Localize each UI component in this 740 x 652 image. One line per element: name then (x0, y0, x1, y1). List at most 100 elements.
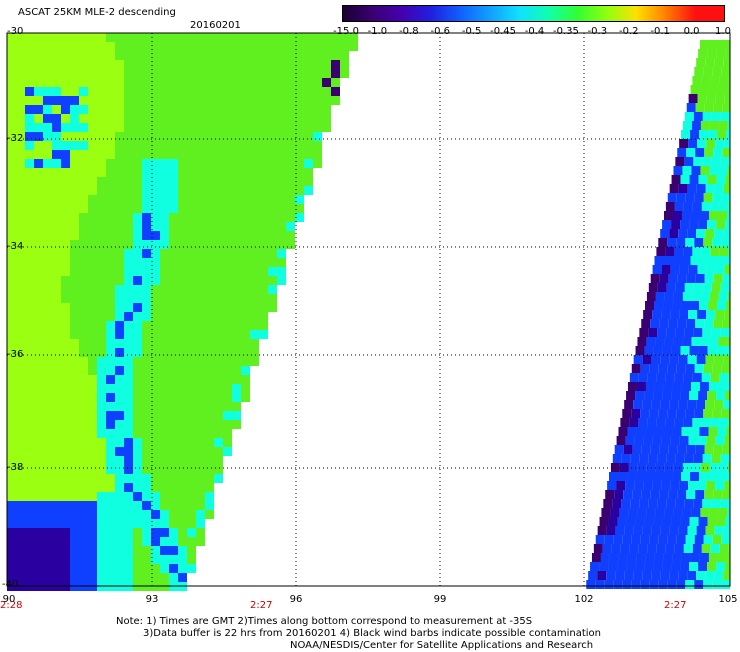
swath-cell (88, 249, 97, 258)
swath-cell (61, 528, 70, 537)
swath-cell (106, 429, 115, 438)
swath-cell (205, 411, 214, 420)
swath-cell (693, 499, 702, 508)
swath-cell (214, 78, 223, 87)
swath-cell (34, 519, 43, 528)
swath-cell (205, 114, 214, 123)
swath-cell (709, 166, 718, 175)
swath-cell (232, 114, 241, 123)
swath-cell (160, 33, 169, 42)
swath-cell (187, 258, 196, 267)
swath-cell (187, 429, 196, 438)
swath-cell (646, 337, 655, 346)
swath-cell (714, 274, 723, 283)
swath-cell (322, 123, 331, 132)
swath-cell (241, 132, 250, 141)
swath-cell (70, 42, 79, 51)
swath-cell (268, 303, 277, 312)
swath-cell (665, 418, 674, 427)
swath-cell (241, 186, 250, 195)
swath-cell (259, 132, 268, 141)
swath-cell (627, 517, 636, 526)
swath-cell (79, 132, 88, 141)
swath-cell (61, 141, 70, 150)
swath-cell (214, 465, 223, 474)
swath-cell (88, 402, 97, 411)
swath-cell (610, 553, 619, 562)
swath-cell (52, 492, 61, 501)
swath-cell (70, 366, 79, 375)
swath-cell (727, 256, 730, 265)
lon-label: 93 (146, 594, 159, 605)
swath-cell (43, 465, 52, 474)
swath-cell (223, 411, 232, 420)
swath-cell (662, 220, 671, 229)
swath-cell (106, 141, 115, 150)
swath-cell (151, 51, 160, 60)
swath-cell (97, 294, 106, 303)
swath-cell (52, 168, 61, 177)
swath-cell (637, 553, 646, 562)
swath-cell (295, 123, 304, 132)
swath-cell (214, 60, 223, 69)
swath-cell (106, 258, 115, 267)
swath-cell (43, 501, 52, 510)
swath-cell (241, 42, 250, 51)
swath-cell (187, 114, 196, 123)
swath-cell (721, 67, 730, 76)
swath-cell (7, 393, 16, 402)
swath-cell (43, 321, 52, 330)
swath-cell (205, 186, 214, 195)
swath-cell (16, 177, 25, 186)
swath-cell (214, 393, 223, 402)
swath-cell (277, 96, 286, 105)
swath-cell (697, 139, 706, 148)
swath-cell (142, 222, 151, 231)
swath-cell (52, 393, 61, 402)
swath-cell (34, 474, 43, 483)
swath-cell (160, 150, 169, 159)
swath-cell (665, 292, 674, 301)
swath-cell (142, 312, 151, 321)
swath-cell (34, 78, 43, 87)
swath-cell (277, 177, 286, 186)
swath-cell (259, 294, 268, 303)
swath-cell (34, 447, 43, 456)
swath-cell (701, 418, 710, 427)
swath-cell (677, 319, 686, 328)
swath-cell (34, 96, 43, 105)
swath-cell (7, 87, 16, 96)
swath-cell (169, 60, 178, 69)
swath-cell (268, 78, 277, 87)
swath-cell (635, 436, 644, 445)
swath-cell (124, 573, 133, 582)
swath-cell (196, 33, 205, 42)
swath-cell (178, 555, 187, 564)
swath-cell (142, 195, 151, 204)
swath-cell (124, 78, 133, 87)
swath-cell (626, 436, 635, 445)
swath-cell (277, 150, 286, 159)
swath-cell (720, 544, 729, 553)
swath-cell (710, 292, 719, 301)
swath-cell (25, 456, 34, 465)
swath-cell (660, 400, 669, 409)
swath-cell (670, 310, 679, 319)
swath-cell (241, 258, 250, 267)
swath-cell (142, 420, 151, 429)
swath-cell (241, 195, 250, 204)
swath-cell (142, 393, 151, 402)
swath-cell (70, 330, 79, 339)
swath-cell (712, 283, 721, 292)
swath-cell (178, 150, 187, 159)
swath-cell (187, 348, 196, 357)
swath-cell (25, 96, 34, 105)
swath-cell (692, 247, 701, 256)
swath-cell (702, 328, 711, 337)
swath-cell (707, 265, 716, 274)
swath-cell (691, 211, 700, 220)
swath-cell (124, 555, 133, 564)
swath-cell (142, 186, 151, 195)
swath-cell (79, 339, 88, 348)
swath-cell (277, 213, 286, 222)
